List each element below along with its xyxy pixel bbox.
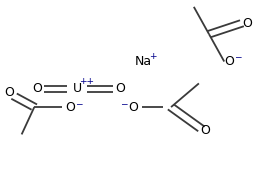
- Text: U: U: [73, 82, 82, 95]
- Text: O: O: [32, 82, 42, 95]
- Text: O: O: [242, 17, 252, 30]
- Text: O: O: [115, 82, 125, 95]
- Text: Na: Na: [135, 55, 152, 68]
- Text: +: +: [150, 52, 157, 60]
- Text: O: O: [4, 86, 14, 99]
- Text: O: O: [128, 101, 138, 114]
- Text: O: O: [65, 101, 75, 114]
- Text: −: −: [234, 53, 242, 61]
- Text: −: −: [121, 99, 128, 108]
- Text: O: O: [224, 55, 234, 68]
- Text: ++: ++: [79, 77, 94, 86]
- Text: −: −: [75, 99, 82, 108]
- Text: O: O: [200, 124, 210, 137]
